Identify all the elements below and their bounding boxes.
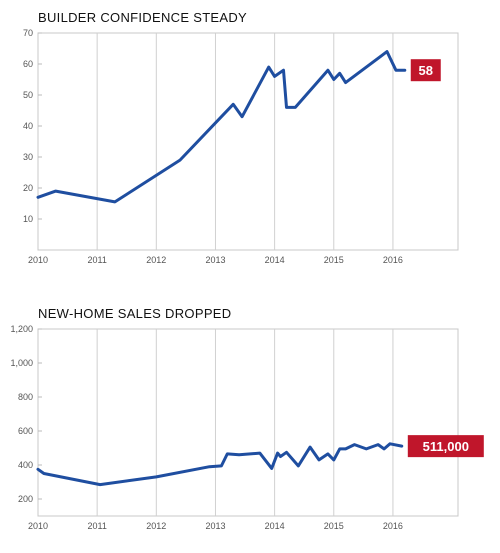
y-tick-label: 30 — [23, 152, 33, 162]
x-tick-label: 2014 — [265, 255, 285, 265]
x-tick-label: 2010 — [28, 255, 48, 265]
y-tick-label: 1,000 — [10, 358, 33, 368]
chart-title: BUILDER CONFIDENCE STEADY — [38, 10, 247, 25]
x-tick-label: 2014 — [265, 521, 285, 531]
y-tick-label: 400 — [18, 460, 33, 470]
callout-badge: 58 — [410, 59, 441, 82]
plot-frame — [37, 328, 459, 517]
grid — [37, 328, 459, 517]
x-tick-label: 2015 — [324, 521, 344, 531]
y-axis-ticks: 200 400 600 800 1,000 1,200 — [10, 324, 42, 504]
x-tick-label: 2016 — [383, 521, 403, 531]
x-tick-label: 2010 — [28, 521, 48, 531]
callout-label: 511,000 — [423, 439, 469, 454]
series-line — [36, 442, 404, 487]
x-tick-label: 2015 — [324, 255, 344, 265]
y-tick-label: 50 — [23, 90, 33, 100]
y-tick-label: 1,200 — [10, 324, 33, 334]
callout-badge: 511,000 — [407, 435, 484, 458]
y-tick-label: 40 — [23, 121, 33, 131]
chart-title: NEW-HOME SALES DROPPED — [38, 306, 231, 321]
y-tick-label: 70 — [23, 28, 33, 38]
series-polyline — [36, 442, 404, 487]
callout-box — [407, 435, 484, 458]
y-axis-ticks: 10 20 30 40 50 60 70 — [23, 28, 42, 224]
series-polyline — [36, 50, 407, 204]
x-tick-label: 2011 — [87, 521, 106, 531]
x-tick-label: 2016 — [383, 255, 403, 265]
x-tick-label: 2013 — [205, 255, 225, 265]
x-tick-label: 2012 — [146, 255, 166, 265]
grid — [37, 32, 459, 251]
callout-label: 58 — [419, 63, 433, 78]
y-tick-label: 10 — [23, 214, 33, 224]
y-tick-label: 20 — [23, 183, 33, 193]
x-tick-label: 2013 — [205, 521, 225, 531]
y-tick-label: 800 — [18, 392, 33, 402]
y-tick-label: 600 — [18, 426, 33, 436]
callout-box — [410, 59, 441, 82]
x-axis-ticks: 2010 2011 2012 2013 2014 2015 2016 — [28, 255, 403, 265]
x-axis-ticks: 2010 2011 2012 2013 2014 2015 2016 — [28, 521, 403, 531]
y-tick-label: 60 — [23, 59, 33, 69]
x-tick-label: 2011 — [87, 255, 106, 265]
chart-new-home-sales: NEW-HOME SALES DROPPED 200 400 600 800 1,000… — [10, 306, 484, 531]
x-tick-label: 2012 — [146, 521, 166, 531]
series-line — [36, 50, 407, 204]
plot-frame — [37, 32, 459, 251]
y-tick-label: 200 — [18, 494, 33, 504]
chart-builder-confidence: BUILDER CONFIDENCE STEADY 10 20 30 40 50 60 70… — [23, 10, 459, 265]
